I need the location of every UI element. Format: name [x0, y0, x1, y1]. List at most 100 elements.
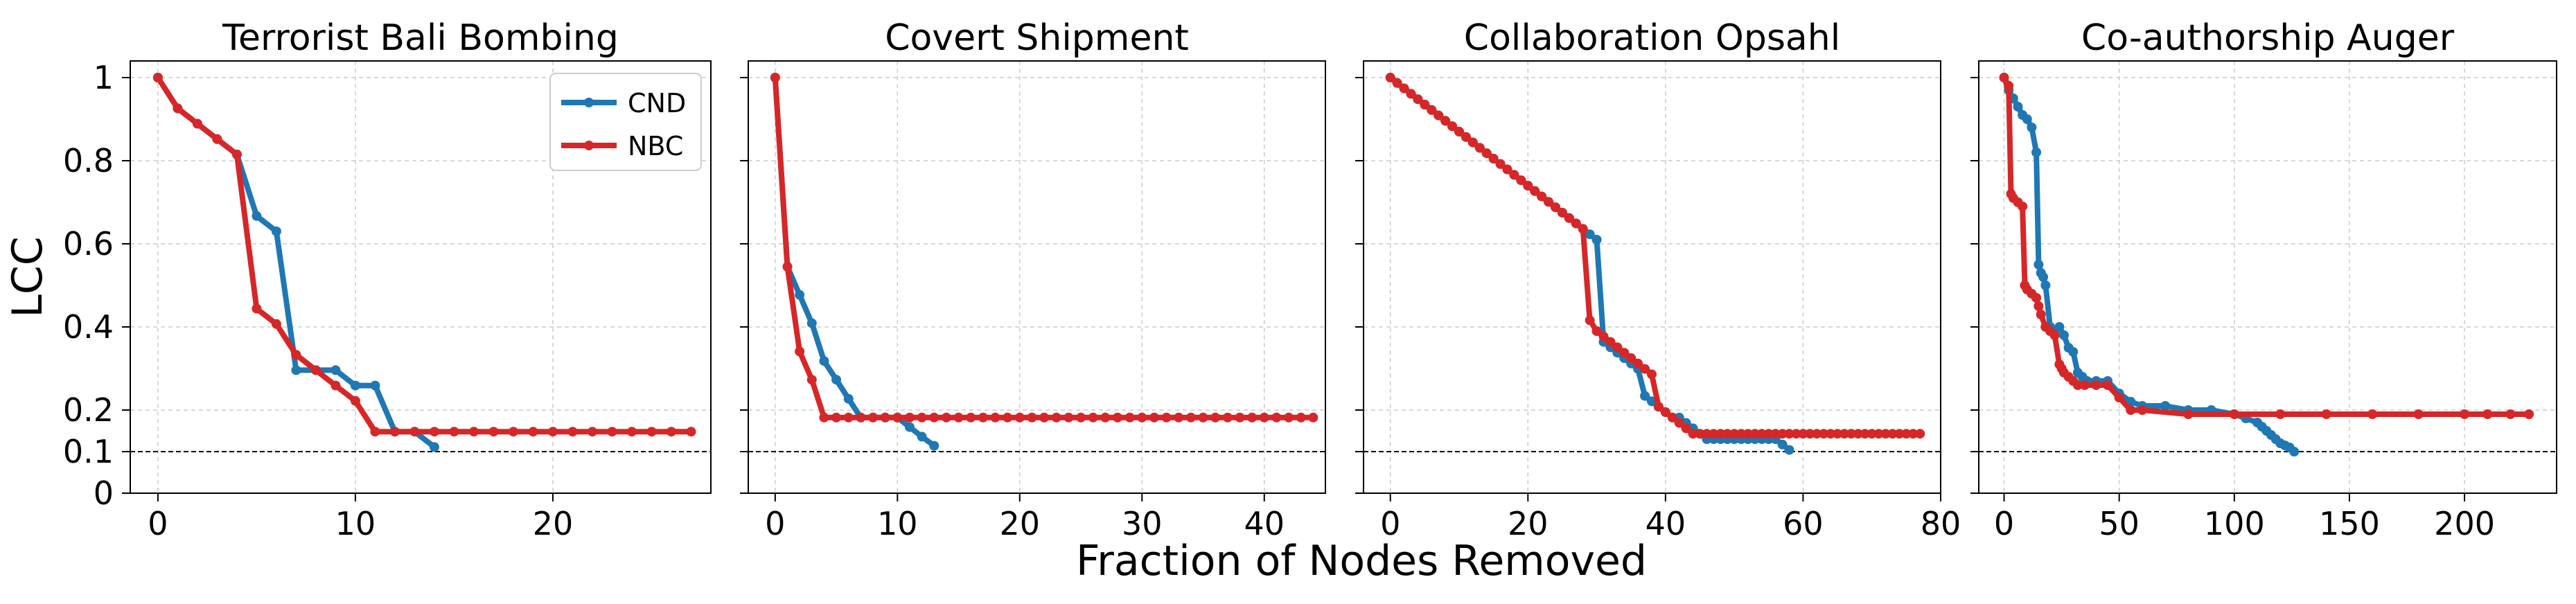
y-tick-label: 0.4: [63, 308, 114, 346]
data-point-nbc: [567, 427, 578, 437]
data-point-cnd: [252, 211, 262, 221]
data-point-nbc: [1198, 412, 1208, 423]
data-point-nbc: [1537, 191, 1547, 202]
x-tick-label: 150: [2319, 505, 2380, 542]
data-point-nbc: [429, 427, 439, 437]
series-line-nbc: [155, 76, 691, 435]
data-point-nbc: [917, 412, 927, 423]
data-point-nbc: [1544, 197, 1554, 207]
data-point-cnd: [819, 356, 829, 366]
plot-frame: [130, 60, 712, 494]
data-point-cnd: [2031, 148, 2042, 157]
data-point-nbc: [795, 346, 805, 357]
data-point-nbc: [831, 412, 842, 423]
data-point-nbc: [1461, 132, 1471, 142]
data-point-cnd: [2034, 260, 2044, 269]
panel-title: Co-authorship Auger: [2081, 17, 2455, 59]
data-point-nbc: [929, 412, 939, 423]
data-point-nbc: [868, 412, 879, 423]
data-point-nbc: [1385, 73, 1395, 82]
data-point-nbc: [271, 319, 281, 329]
data-point-nbc: [2126, 405, 2136, 415]
data-point-cnd: [1591, 235, 1602, 245]
x-tick-label: 50: [2099, 505, 2140, 542]
data-point-nbc: [2367, 409, 2378, 419]
data-point-cnd: [1585, 229, 1595, 240]
data-point-nbc: [2091, 380, 2101, 390]
data-point-nbc: [1873, 429, 1884, 439]
data-point-nbc: [1729, 429, 1740, 439]
data-point-nbc: [626, 427, 637, 437]
data-point-nbc: [1770, 429, 1781, 439]
data-point-nbc: [1564, 213, 1574, 223]
data-point-nbc: [252, 303, 262, 314]
data-point-nbc: [2229, 409, 2239, 419]
data-point-nbc: [389, 427, 400, 437]
data-point-cnd: [429, 442, 439, 452]
data-point-nbc: [1647, 369, 1657, 380]
data-point-nbc: [1502, 164, 1512, 175]
data-point-nbc: [1833, 429, 1843, 439]
data-point-nbc: [1137, 412, 1147, 423]
data-point-nbc: [1819, 429, 1829, 439]
data-point-nbc: [1467, 137, 1478, 148]
data-point-nbc: [2018, 202, 2028, 211]
data-point-nbc: [1051, 412, 1061, 423]
x-axis-label: Fraction of Nodes Removed: [1076, 537, 1647, 585]
data-point-nbc: [1901, 429, 1912, 439]
data-point-cnd: [2068, 347, 2079, 357]
data-point-nbc: [1222, 412, 1233, 423]
data-point-nbc: [1247, 412, 1258, 423]
data-point-nbc: [468, 427, 479, 437]
data-point-nbc: [350, 396, 360, 406]
y-tick-label: 0.1: [63, 433, 114, 470]
data-point-nbc: [409, 427, 420, 437]
data-point-nbc: [1640, 364, 1650, 374]
series-line-cnd: [772, 77, 936, 448]
series-line-cnd: [155, 76, 436, 450]
panel-2: 0 10 20 30 40 Covert Shipment: [740, 17, 1326, 542]
data-point-nbc: [1784, 429, 1794, 439]
legend-label-nbc: NBC: [628, 131, 683, 161]
x-tick-label: 60: [1783, 505, 1824, 542]
data-point-nbc: [1695, 429, 1705, 439]
y-tick-label: 0.6: [63, 225, 114, 263]
data-point-nbc: [1805, 429, 1815, 439]
data-point-nbc: [941, 412, 951, 423]
data-point-cnd: [2027, 123, 2037, 132]
data-point-nbc: [1296, 412, 1306, 423]
data-point-nbc: [1633, 358, 1643, 368]
data-point-nbc: [1915, 429, 1925, 439]
data-point-nbc: [1605, 337, 1616, 347]
data-point-nbc: [231, 150, 242, 159]
data-point-cnd: [330, 365, 341, 375]
data-point-nbc: [173, 103, 183, 114]
data-point-nbc: [1447, 121, 1458, 132]
data-point-nbc: [966, 412, 976, 423]
data-point-nbc: [1681, 423, 1691, 434]
data-point-nbc: [1557, 208, 1567, 217]
data-point-nbc: [508, 427, 518, 437]
x-tick-label: 10: [877, 505, 918, 542]
data-point-nbc: [2079, 380, 2090, 390]
series-line-nbc: [1388, 75, 1921, 437]
data-point-nbc: [856, 412, 866, 423]
data-point-nbc: [892, 412, 903, 423]
data-point-nbc: [978, 412, 988, 423]
data-point-nbc: [1743, 429, 1754, 439]
data-point-nbc: [587, 427, 597, 437]
data-point-nbc: [1100, 412, 1111, 423]
data-point-nbc: [1308, 412, 1318, 423]
data-point-nbc: [1660, 407, 1670, 417]
x-tick-label: 0: [148, 505, 168, 542]
data-point-nbc: [1112, 412, 1122, 423]
data-point-nbc: [1999, 73, 2009, 82]
data-point-nbc: [2413, 409, 2424, 419]
data-point-nbc: [2505, 409, 2516, 419]
x-tick-label: 40: [1646, 505, 1686, 542]
x-tick-label: 10: [335, 505, 376, 542]
data-point-nbc: [1174, 412, 1184, 423]
data-point-nbc: [1709, 429, 1719, 439]
x-tick-label: 20: [1000, 505, 1041, 542]
